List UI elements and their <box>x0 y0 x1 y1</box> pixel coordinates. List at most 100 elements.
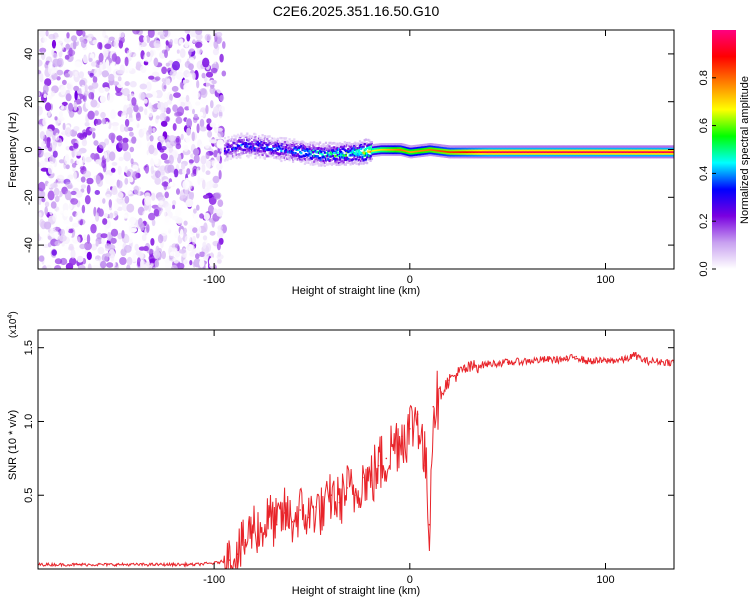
heatmap-cell <box>374 154 377 157</box>
heatmap-cell <box>618 150 621 154</box>
heatmap-cell <box>195 101 201 106</box>
heatmap-cell <box>542 152 545 155</box>
heatmap-cell <box>468 154 471 157</box>
heatmap-cell <box>519 147 522 150</box>
heatmap-cell <box>659 154 662 157</box>
heatmap-cell <box>597 148 600 152</box>
heatmap-cell <box>528 154 531 157</box>
heatmap-cell <box>111 161 118 166</box>
heatmap-cell <box>358 156 362 159</box>
heatmap-cell <box>309 141 312 144</box>
heatmap-cell <box>397 148 400 151</box>
heatmap-cell <box>414 150 417 153</box>
heatmap-cell <box>223 144 227 147</box>
heatmap-cell <box>604 147 607 150</box>
heatmap-cell <box>651 148 654 152</box>
heatmap-cell <box>155 170 161 178</box>
heatmap-cell <box>409 145 412 148</box>
heatmap-cell <box>267 143 270 146</box>
heatmap-cell <box>659 148 662 152</box>
heatmap-cell <box>563 145 566 148</box>
heatmap-cell <box>117 199 125 205</box>
heatmap-cell <box>377 148 380 151</box>
heatmap-cell <box>231 143 234 147</box>
heatmap-cell <box>663 152 666 155</box>
heatmap-cell <box>241 134 244 138</box>
heatmap-cell <box>653 154 656 157</box>
heatmap-cell <box>151 192 156 201</box>
heatmap-cell <box>229 152 232 155</box>
heatmap-cell <box>100 260 107 269</box>
heatmap-cell <box>626 150 629 154</box>
heatmap-cell <box>485 147 488 150</box>
snr-data-point <box>268 516 270 519</box>
heatmap-cell <box>582 148 585 152</box>
heatmap-cell <box>323 144 326 148</box>
heatmap-cell <box>276 156 279 159</box>
heatmap-cell <box>483 154 486 157</box>
heatmap-cell <box>228 139 231 143</box>
heatmap-cell <box>242 151 245 154</box>
heatmap-cell <box>286 144 289 147</box>
heatmap-cell <box>164 191 169 199</box>
heatmap-cell <box>180 133 184 140</box>
heatmap-cell <box>282 137 285 140</box>
heatmap-cell <box>658 148 661 152</box>
heatmap-cell <box>189 260 193 266</box>
heatmap-cell <box>261 153 264 157</box>
heatmap-cell <box>77 264 86 269</box>
heatmap-cell <box>666 147 669 150</box>
heatmap-cell <box>633 155 636 159</box>
svg-text:(x104): (x104) <box>7 311 19 338</box>
heatmap-cell <box>410 147 413 150</box>
heatmap-cell <box>83 170 92 178</box>
heatmap-cell <box>63 209 69 217</box>
heatmap-cell <box>80 39 87 48</box>
heatmap-cell <box>540 145 544 148</box>
heatmap-cell <box>200 155 207 165</box>
heatmap-cell <box>582 150 585 154</box>
heatmap-cell <box>309 157 312 161</box>
heatmap-cell <box>475 152 478 155</box>
heatmap-cell <box>512 152 515 155</box>
heatmap-cell <box>283 140 286 144</box>
heatmap-cell <box>360 147 363 151</box>
heatmap-cell <box>509 145 512 148</box>
heatmap-cell <box>48 33 56 40</box>
heatmap-cell <box>463 147 466 150</box>
heatmap-cell <box>510 150 513 154</box>
heatmap-cell <box>470 155 473 159</box>
heatmap-cell <box>555 154 558 157</box>
heatmap-cell <box>621 155 625 159</box>
heatmap-cell <box>121 230 125 239</box>
heatmap-cell <box>415 146 418 149</box>
heatmap-cell <box>295 148 298 151</box>
heatmap-cell <box>618 145 621 148</box>
heatmap-cell <box>130 158 134 165</box>
heatmap-cell <box>336 151 339 154</box>
heatmap-cell <box>436 147 439 150</box>
heatmap-cell <box>499 155 502 159</box>
heatmap-cell <box>98 52 104 63</box>
heatmap-cell <box>174 230 179 239</box>
heatmap-cell <box>531 152 534 155</box>
heatmap-cell <box>586 155 589 159</box>
heatmap-cell <box>161 66 168 75</box>
heatmap-cell <box>139 147 145 158</box>
heatmap-cell <box>314 158 317 162</box>
heatmap-cell <box>502 145 505 148</box>
heatmap-cell <box>200 95 208 105</box>
heatmap-cell <box>553 154 556 157</box>
heatmap-cell <box>477 150 480 154</box>
heatmap-cell <box>346 144 349 147</box>
heatmap-cell <box>463 150 466 154</box>
heatmap-cell <box>172 200 177 206</box>
heatmap-cell <box>378 148 382 151</box>
heatmap-cell <box>142 211 146 217</box>
heatmap-cell <box>458 147 461 150</box>
heatmap-cell <box>366 151 369 155</box>
heatmap-cell <box>604 152 607 155</box>
heatmap-cell <box>256 151 259 155</box>
heatmap-cell <box>536 145 539 148</box>
heatmap-cell <box>529 147 532 150</box>
